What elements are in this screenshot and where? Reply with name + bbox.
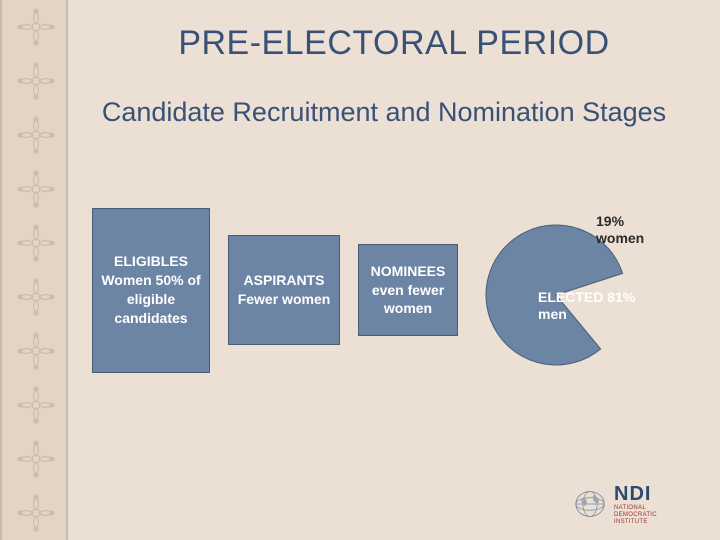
stage-aspirants: ASPIRANTS Fewer women (228, 235, 340, 345)
border-pattern (6, 0, 66, 540)
stage-nominees: NOMINEES even fewer women (358, 244, 458, 336)
stages-row: ELIGIBLES Women 50% of eligible candidat… (92, 190, 702, 390)
decorative-border-strip (0, 0, 68, 540)
stage-title: NOMINEES (371, 263, 446, 279)
page-subtitle: Candidate Recruitment and Nomination Sta… (68, 96, 700, 128)
stage-title: ELIGIBLES (114, 253, 188, 269)
logo-line3: INSTITUTE (614, 519, 657, 525)
pie-label-men: ELECTED 81% men (538, 289, 656, 323)
elected-pie: 19% women ELECTED 81% men (476, 205, 656, 375)
globe-icon (572, 488, 608, 520)
ndi-logo: NDI NATIONAL DEMOCRATIC INSTITUTE (572, 482, 702, 526)
logo-text: NDI NATIONAL DEMOCRATIC INSTITUTE (614, 484, 657, 525)
stage-title: ASPIRANTS (244, 272, 325, 288)
page-title: PRE-ELECTORAL PERIOD (68, 24, 720, 63)
stage-eligibles: ELIGIBLES Women 50% of eligible candidat… (92, 208, 210, 373)
logo-acronym: NDI (614, 484, 657, 504)
stage-text: Fewer women (238, 291, 331, 307)
pie-label-women: 19% women (596, 213, 676, 247)
logo-line2: DEMOCRATIC (614, 512, 657, 518)
logo-line1: NATIONAL (614, 505, 657, 511)
stage-text: even fewer women (372, 282, 444, 317)
stage-text: Women 50% of eligible candidates (101, 272, 200, 326)
